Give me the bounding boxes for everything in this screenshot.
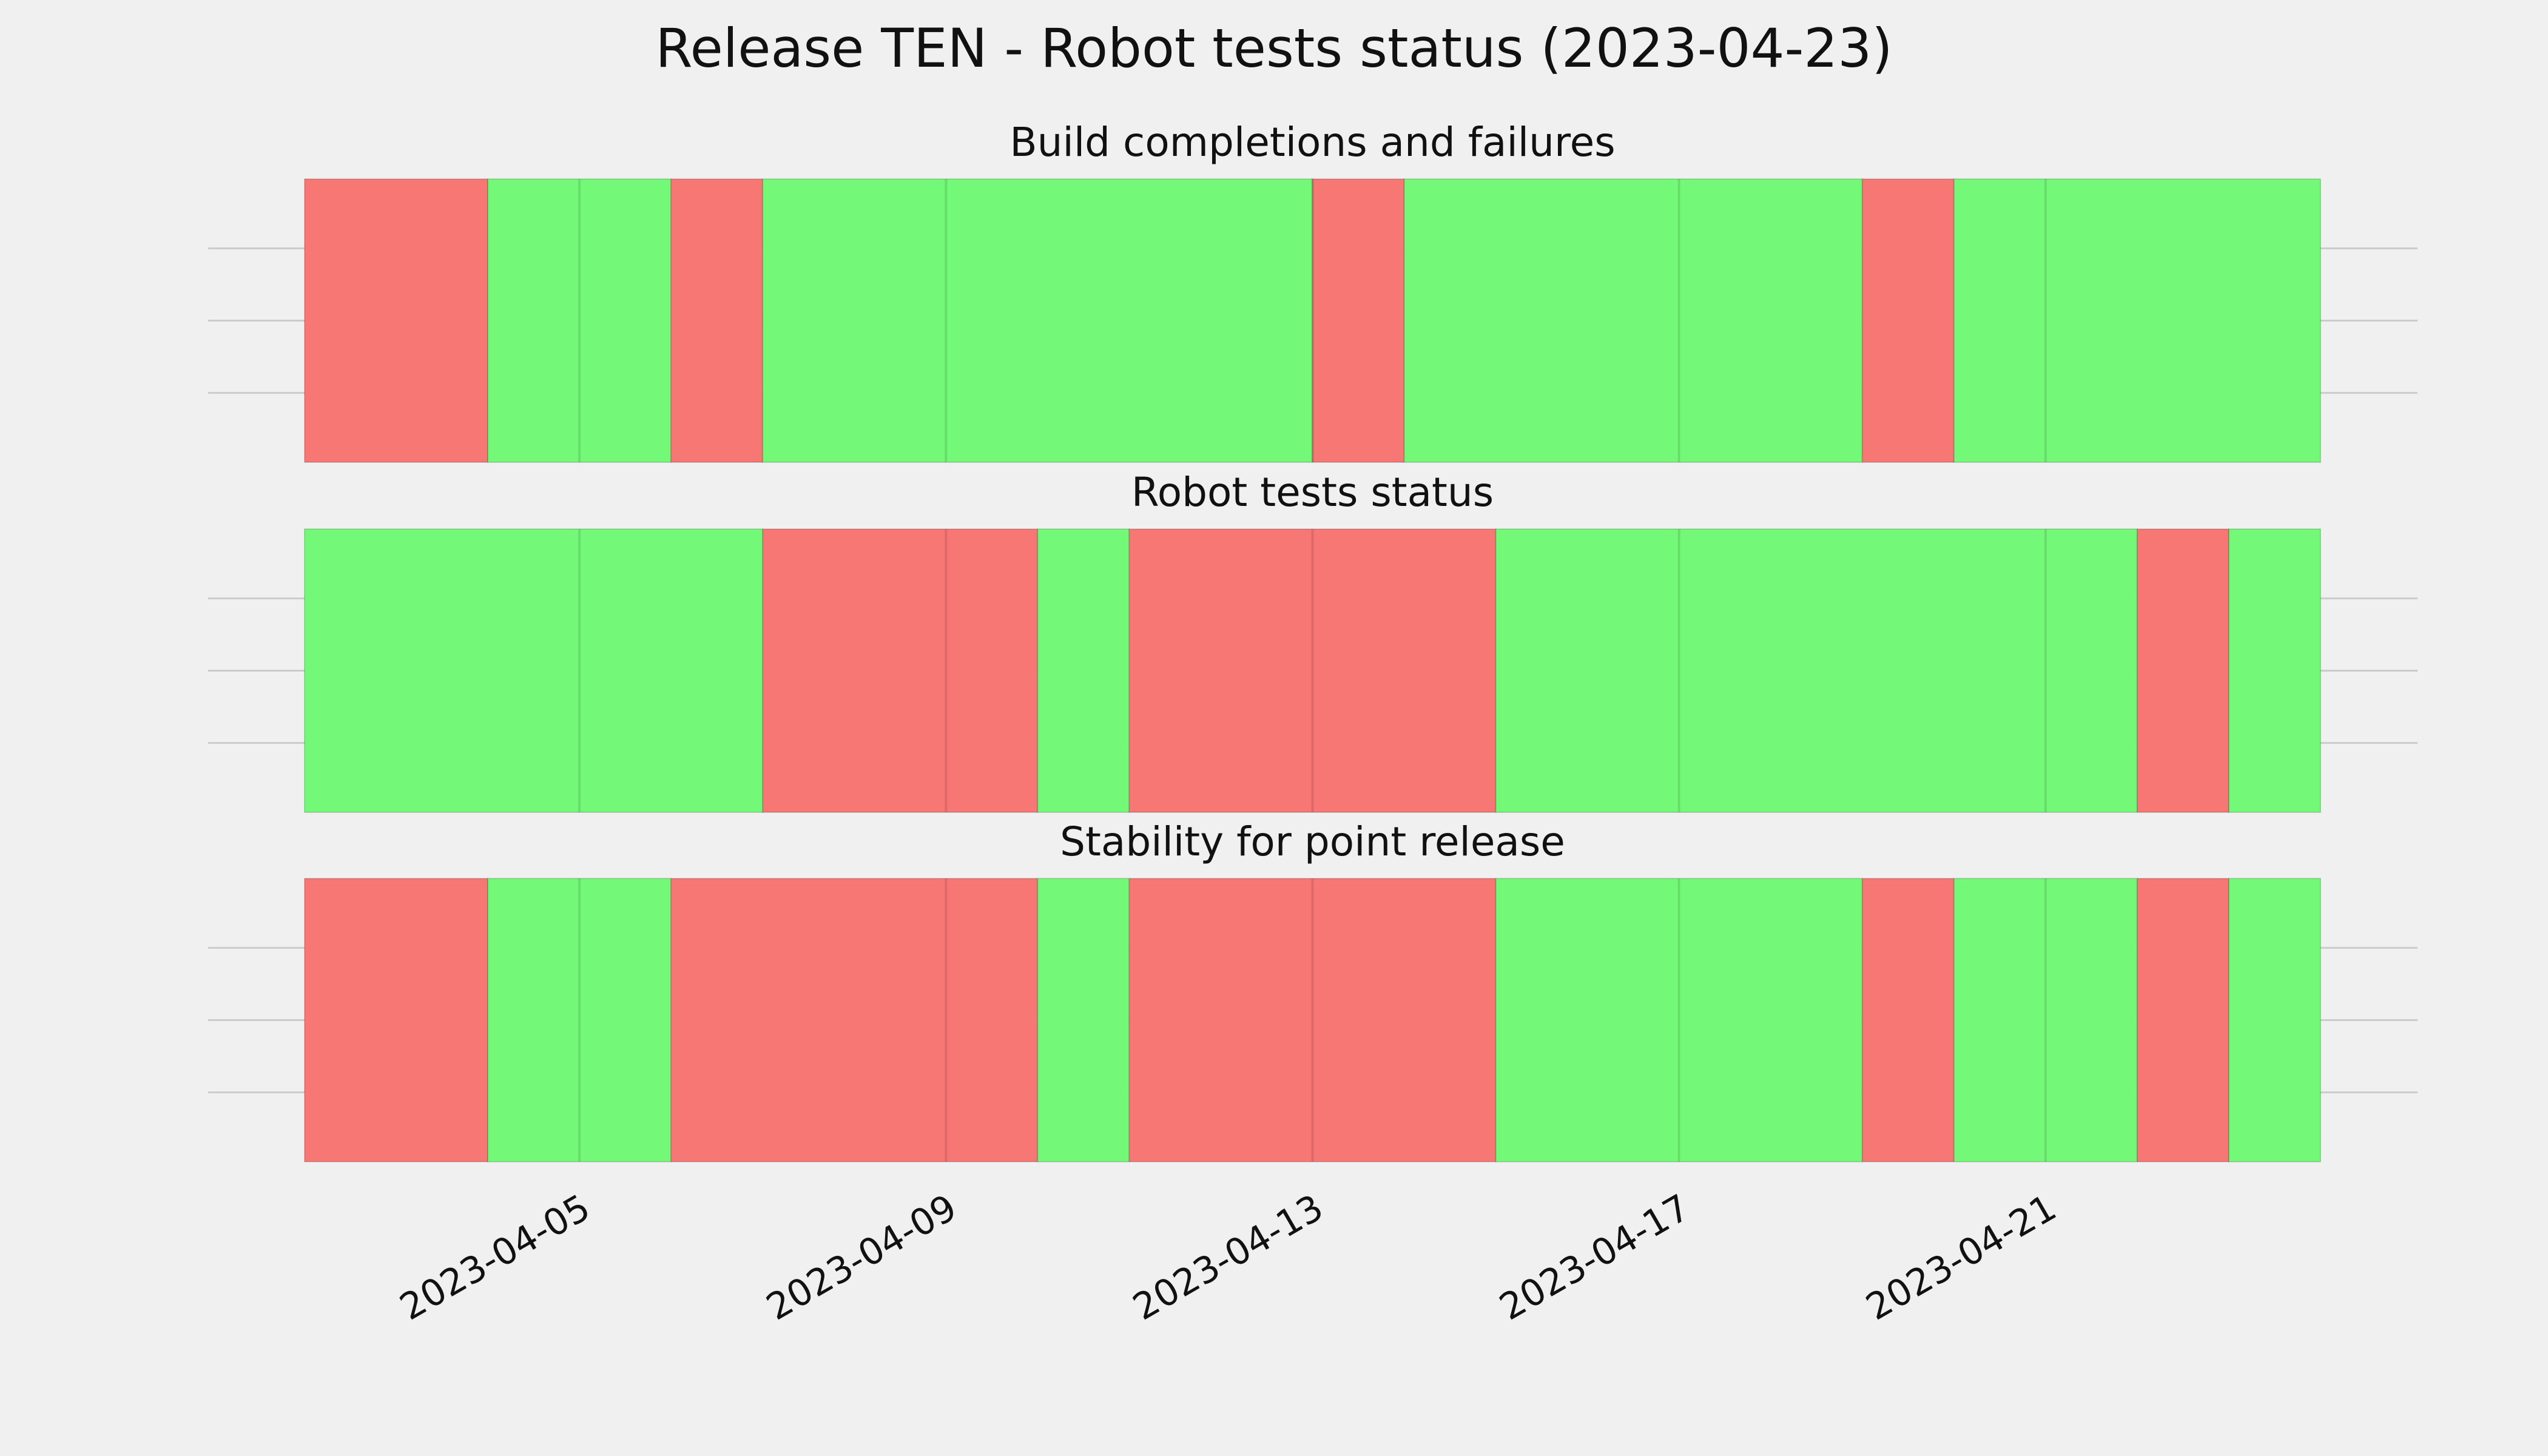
status-segment-fail <box>1312 178 1405 463</box>
status-segment-pass <box>2228 528 2322 813</box>
status-segment-pass <box>1037 878 1130 1162</box>
status-segment-pass <box>1953 178 2321 463</box>
status-segment-pass <box>1495 878 1863 1162</box>
status-segment-pass <box>1495 528 2138 813</box>
x-tick-label: 2023-04-17 <box>1492 1186 1697 1329</box>
status-segment-fail <box>1861 878 1955 1162</box>
x-axis-ticks: 2023-04-05 2023-04-09 2023-04-13 2023-04-17… <box>393 1186 2064 1329</box>
panel-1: Build completions and failures <box>208 119 2418 463</box>
status-segment-fail <box>670 178 764 463</box>
status-segment-fail <box>304 878 489 1162</box>
status-segment-fail <box>1861 178 1955 463</box>
status-segment-fail <box>1128 878 1497 1162</box>
status-segment-fail <box>2136 878 2230 1162</box>
panel-title: Build completions and failures <box>1009 119 1615 166</box>
x-tick-label: 2023-04-05 <box>393 1186 598 1329</box>
status-segment-pass <box>304 528 764 813</box>
x-tick-label: 2023-04-09 <box>760 1186 964 1329</box>
status-segment-pass <box>1953 878 2138 1162</box>
status-segment-pass <box>762 178 1313 463</box>
x-tick-label: 2023-04-13 <box>1126 1186 1330 1329</box>
status-segment-fail <box>762 528 1039 813</box>
status-segment-pass <box>487 178 672 463</box>
panel-3: Stability for point release <box>208 818 2418 1162</box>
panel-title: Robot tests status <box>1131 469 1494 516</box>
status-segment-pass <box>1037 528 1130 813</box>
panels: Build completions and failures Robot test… <box>208 119 2418 1162</box>
status-segment-pass <box>2228 878 2322 1162</box>
status-segment-pass <box>1403 178 1863 463</box>
panel-2: Robot tests status <box>208 469 2418 813</box>
chart-title: Release TEN - Robot tests status (2023-0… <box>655 17 1892 79</box>
status-segment-pass <box>487 878 672 1162</box>
status-segment-fail <box>2136 528 2230 813</box>
x-tick-label: 2023-04-21 <box>1859 1186 2063 1329</box>
status-segment-fail <box>1128 528 1497 813</box>
panel-title: Stability for point release <box>1060 818 1565 865</box>
status-segment-fail <box>304 178 489 463</box>
status-segment-fail <box>670 878 1039 1162</box>
